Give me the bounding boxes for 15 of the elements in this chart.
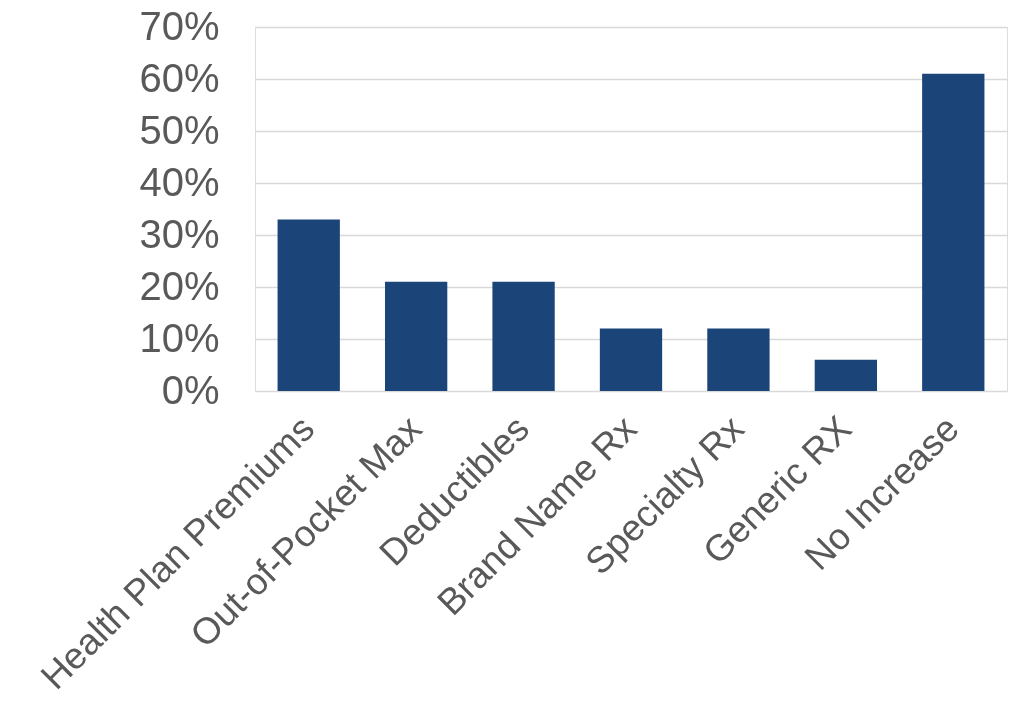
y-tick-label: 70%: [139, 3, 220, 48]
y-tick-label: 50%: [139, 107, 220, 152]
y-tick-label: 20%: [139, 263, 220, 308]
bar: [277, 219, 340, 391]
y-tick-label: 60%: [139, 55, 220, 100]
y-tick-label: 30%: [139, 211, 220, 256]
bar: [384, 281, 448, 391]
y-tick-label: 40%: [139, 159, 220, 204]
bar: [492, 281, 555, 391]
bar: [599, 328, 663, 391]
bar: [814, 359, 878, 391]
y-tick-label: 0%: [161, 367, 220, 412]
bar: [922, 73, 985, 391]
y-tick-label: 10%: [139, 315, 220, 360]
bar: [707, 328, 770, 391]
